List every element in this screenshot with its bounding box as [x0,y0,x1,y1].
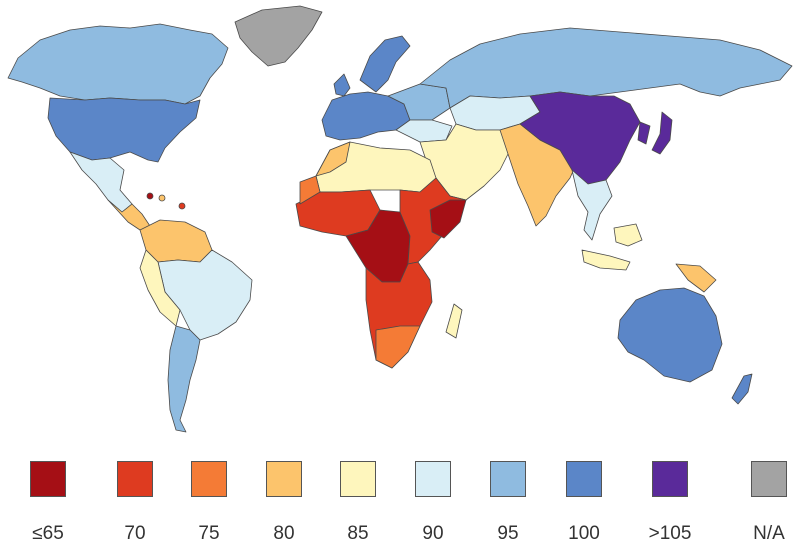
region-indonesia-b [613,223,643,247]
region-central-america [107,199,151,231]
region-southeast-asia [571,169,613,241]
region-uk [333,73,351,97]
region-australia [617,287,723,383]
region-south-africa [375,325,421,369]
legend-swatch [266,461,302,497]
legend-label: 75 [198,523,220,544]
legend-label: ≤65 [32,523,64,544]
legend-swatch [191,461,227,497]
legend-swatch [415,461,451,497]
region-caribbean-b [158,194,166,202]
region-japan [651,111,673,155]
region-madagascar [445,303,463,339]
region-scandinavia [359,35,411,93]
region-caribbean-c [178,202,186,210]
legend-swatch [751,461,787,497]
region-png [675,263,717,293]
region-caribbean-a [146,192,154,200]
region-mexico [69,151,133,213]
legend-swatch [566,461,602,497]
region-new-zealand [731,373,753,405]
legend: ≤65 70 75 80 85 90 95 100 >105 N/A [0,455,799,549]
region-morocco [315,141,351,177]
legend-label: 100 [568,523,600,544]
legend-swatch [652,461,688,497]
region-southern-cone [167,325,201,433]
legend-swatch [340,461,376,497]
region-north-america-north [7,23,229,105]
world-choropleth-map [7,5,793,433]
legend-label: >105 [648,523,692,544]
legend-label: 95 [497,523,519,544]
legend-swatch [117,461,153,497]
legend-swatch [30,461,66,497]
region-greenland [234,5,323,67]
region-brazil [157,249,253,341]
legend-label: 85 [347,523,369,544]
legend-swatch [490,461,526,497]
legend-label: 90 [422,523,444,544]
legend-label: N/A [753,523,785,544]
legend-label: 70 [124,523,146,544]
region-indonesia-a [581,249,631,271]
region-mauritania [299,175,321,205]
legend-label: 80 [273,523,295,544]
region-china [519,91,641,185]
region-horn-of-africa [429,199,467,239]
region-korea [637,121,651,145]
